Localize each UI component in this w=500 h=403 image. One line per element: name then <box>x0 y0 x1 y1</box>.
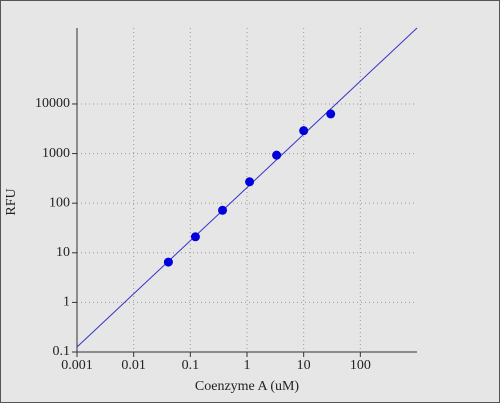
point <box>190 232 200 242</box>
point <box>218 205 228 215</box>
point <box>245 177 255 187</box>
x-tick-label: 1 <box>244 358 251 373</box>
point <box>272 150 282 160</box>
y-tick-label: 1000 <box>42 146 70 161</box>
y-tick-label: 100 <box>49 195 70 210</box>
x-tick-label: 0.001 <box>61 358 93 373</box>
x-tick-label: 10 <box>297 358 311 373</box>
y-tick-label: 10000 <box>35 96 70 111</box>
point <box>163 257 173 267</box>
x-tick-label: 0.1 <box>182 358 200 373</box>
y-tick-label: 0.1 <box>53 344 71 359</box>
point <box>299 126 309 136</box>
y-tick-label: 1 <box>63 295 70 310</box>
fit-line <box>76 27 418 348</box>
y-tick-label: 10 <box>56 245 70 260</box>
x-axis-label: Coenzyme A (uM) <box>195 379 300 394</box>
x-tick-label: 0.01 <box>121 358 146 373</box>
x-tick-label: 100 <box>350 358 371 373</box>
y-axis-label: RFU <box>4 188 19 215</box>
point <box>326 109 336 119</box>
